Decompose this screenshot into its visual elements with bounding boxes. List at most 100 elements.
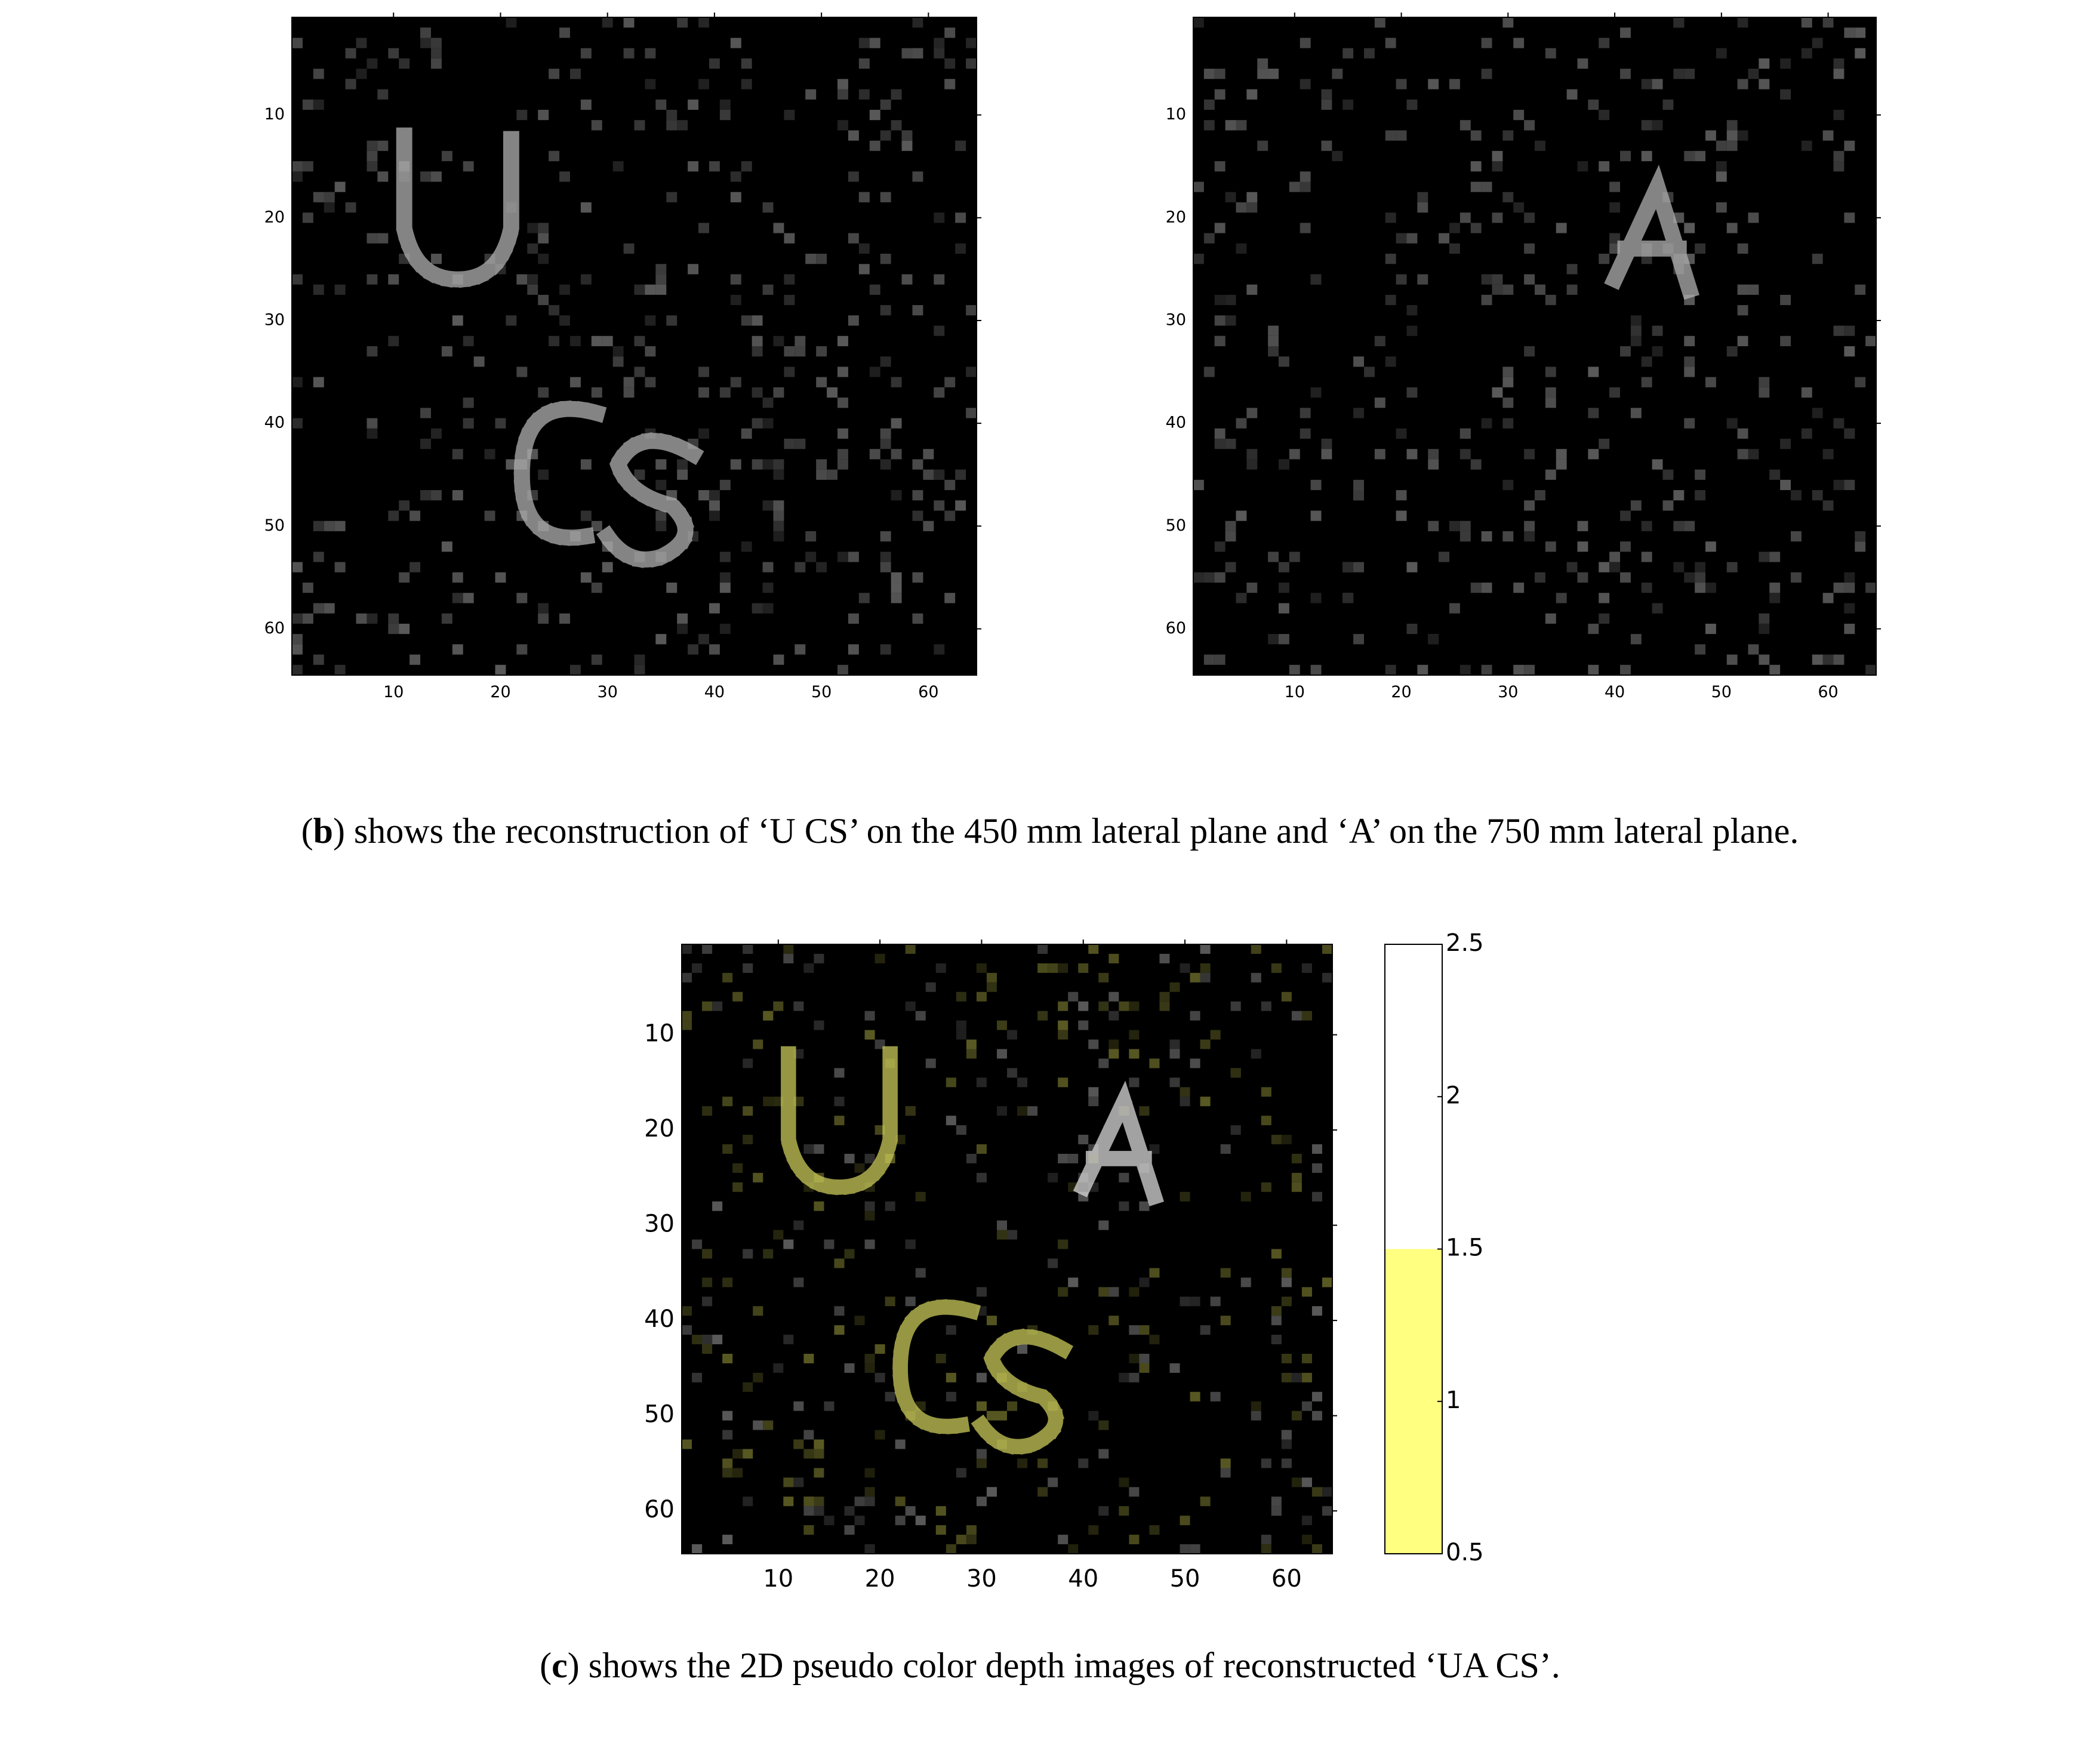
image-pixel — [783, 1477, 794, 1488]
image-pixel — [634, 335, 645, 346]
image-pixel — [1502, 367, 1514, 377]
image-pixel — [1588, 449, 1599, 460]
image-pixel — [1855, 541, 1866, 552]
image-shape — [781, 1046, 898, 1195]
image-pixel — [1271, 1506, 1282, 1516]
image-pixel — [1139, 1325, 1150, 1335]
image-pixel — [1502, 284, 1514, 295]
image-pixel — [677, 120, 688, 131]
image-pixel — [1695, 243, 1705, 254]
image-pixel — [1459, 449, 1471, 460]
image-pixel — [334, 284, 346, 295]
image-pixel — [367, 274, 378, 285]
image — [1193, 17, 1876, 675]
image-pixel — [783, 1335, 794, 1345]
image-pixel — [709, 161, 720, 172]
image-pixel — [1470, 181, 1482, 192]
image-pixel — [1246, 583, 1258, 593]
image-pixel — [591, 120, 602, 131]
image-pixel — [1406, 99, 1418, 110]
caption-text: ) shows the 2D pseudo color depth images… — [568, 1646, 1560, 1685]
image-pixel — [844, 1153, 855, 1163]
image-pixel — [1246, 192, 1258, 202]
image-pixel — [1291, 1477, 1302, 1488]
image-pixel — [944, 479, 956, 491]
image-pixel — [677, 613, 688, 624]
image-pixel — [623, 48, 635, 58]
image-pixel — [516, 109, 528, 121]
image-pixel — [1353, 479, 1364, 491]
image-pixel — [763, 1420, 774, 1430]
image-pixel — [538, 109, 549, 121]
image-pixel — [399, 623, 410, 635]
image-pixel — [858, 192, 870, 202]
image-pixel — [934, 387, 945, 398]
image-pixel — [1342, 593, 1354, 603]
image-pixel — [1271, 1306, 1282, 1316]
axes-frame — [681, 944, 1333, 1554]
image-pixel — [837, 120, 848, 131]
image-pixel — [1251, 972, 1261, 983]
image-pixel — [591, 583, 602, 593]
image-pixel — [1289, 181, 1300, 192]
image-pixel — [602, 335, 613, 346]
image-pixel — [864, 1496, 875, 1507]
image-pixel — [1322, 972, 1332, 983]
image-pixel — [1652, 603, 1663, 614]
image-pixel — [741, 58, 752, 69]
image-pixel — [1310, 593, 1322, 603]
image-pixel — [1470, 583, 1482, 593]
image-pixel — [934, 644, 945, 655]
image-pixel — [814, 1449, 824, 1459]
x-tick-label: 30 — [598, 683, 618, 701]
image-pixel — [741, 315, 752, 326]
y-tick-label: 40 — [644, 1305, 675, 1333]
image-pixel — [880, 562, 891, 572]
image-pixel — [944, 377, 956, 387]
image-pixel — [1149, 1268, 1160, 1278]
image-pixel — [805, 552, 817, 562]
image-pixel — [1833, 479, 1845, 491]
image-pixel — [946, 1325, 956, 1335]
caption-text: ) shows the reconstruction of ‘U CS’ on … — [333, 811, 1799, 851]
image-pixel — [784, 367, 795, 377]
image-pixel — [986, 1316, 997, 1326]
image-pixel — [1577, 161, 1588, 172]
image-pixel — [367, 161, 378, 172]
image-pixel — [1502, 17, 1514, 28]
image-pixel — [292, 161, 303, 172]
image-pixel — [1214, 438, 1225, 449]
image-pixel — [923, 521, 934, 531]
image-pixel — [934, 274, 945, 285]
image-shape — [892, 1299, 981, 1434]
image-pixel — [1322, 1506, 1332, 1516]
image-pixel — [1385, 130, 1396, 141]
image-pixel — [634, 654, 645, 665]
image-pixel — [784, 294, 795, 306]
image-pixel — [1203, 69, 1215, 79]
image-pixel — [1353, 408, 1364, 418]
image-pixel — [1007, 1401, 1018, 1411]
image-pixel — [1289, 664, 1300, 675]
image-pixel — [976, 991, 987, 1002]
image-pixel — [292, 644, 303, 655]
image-pixel — [1716, 48, 1727, 58]
image-pixel — [844, 1506, 855, 1516]
image-pixel — [1524, 274, 1535, 285]
image-pixel — [956, 1125, 966, 1135]
x-tick-label: 40 — [1605, 683, 1625, 701]
image-pixel — [569, 335, 581, 346]
image-pixel — [1311, 1306, 1322, 1316]
image-pixel — [1684, 367, 1695, 377]
image-pixel — [858, 593, 870, 603]
image-pixel — [1261, 1458, 1271, 1468]
image-pixel — [1058, 1153, 1069, 1163]
image-pixel — [1048, 1258, 1058, 1268]
image-pixel — [773, 521, 784, 531]
image-pixel — [880, 99, 891, 110]
y-tick-label: 0.5 — [1446, 1539, 1484, 1566]
image-pixel — [1321, 89, 1332, 100]
image-pixel — [1620, 150, 1631, 162]
image-pixel — [1844, 479, 1855, 491]
image-pixel — [292, 562, 303, 572]
